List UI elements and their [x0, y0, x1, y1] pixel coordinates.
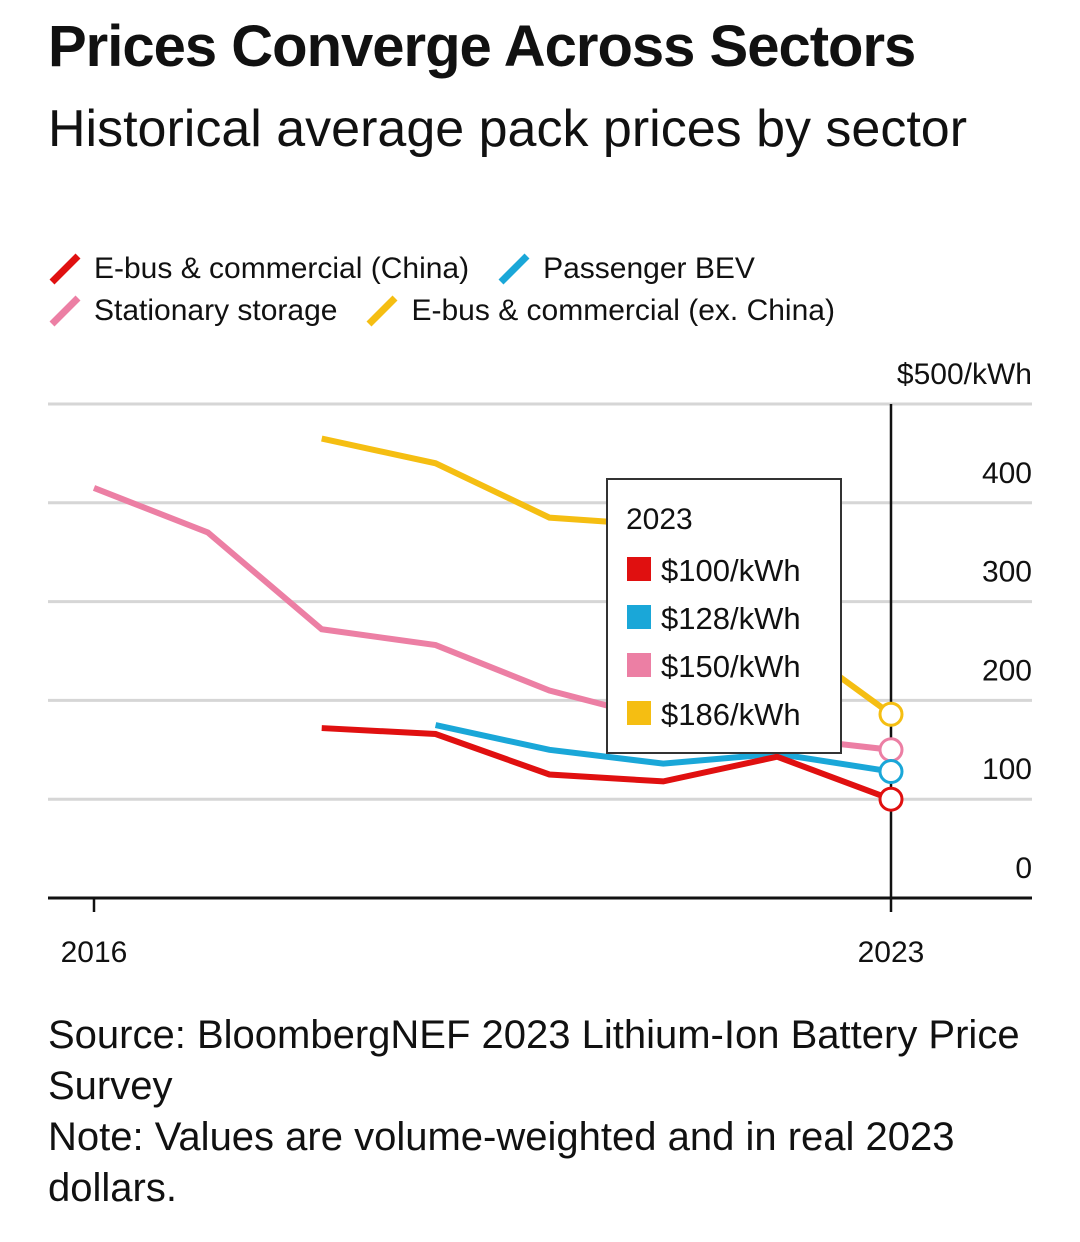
y-tick-label: $500/kWh [897, 358, 1032, 391]
legend-swatch-ebus-ex-china [367, 295, 398, 327]
x-tick-label: 2016 [61, 936, 128, 969]
legend-label-ebus-china: E-bus & commercial (China) [94, 252, 470, 285]
legend-label-ebus-ex-china: E-bus & commercial (ex. China) [411, 294, 835, 327]
tooltip-swatch [627, 701, 651, 725]
tooltip-value: $150/kWh [661, 649, 801, 684]
series-line [434, 722, 892, 775]
line-chart: 0 100 200 300 400 $500/kWh 2016 2023 2023 $100/kW… [48, 358, 1032, 969]
end-point-marker [878, 701, 904, 727]
y-tick-label: 0 [1015, 852, 1032, 885]
tooltip-value: $186/kWh [661, 697, 801, 732]
end-point-marker [878, 737, 904, 763]
legend-item-ebus-china: E-bus & commercial (China) [48, 252, 469, 286]
tooltip-swatch [627, 557, 651, 581]
y-tick-label: 100 [982, 753, 1032, 786]
tooltip-title: 2023 [626, 503, 693, 536]
tooltip-swatch [627, 605, 651, 629]
tooltip-swatch [627, 653, 651, 677]
chart-subtitle: Historical average pack prices by sector [48, 100, 968, 158]
series-line [321, 725, 893, 803]
y-tick-label: 400 [982, 457, 1032, 490]
source-note: Source: BloombergNEF 2023 Lithium-Ion Ba… [48, 1013, 1020, 1108]
legend-item-passenger-bev: Passenger BEV [497, 252, 755, 286]
legend: E-bus & commercial (China) Passenger BEV… [48, 248, 1048, 332]
legend-swatch-passenger-bev [498, 253, 530, 285]
legend-swatch-stationary-storage [49, 295, 81, 327]
tooltip-value: $128/kWh [661, 601, 801, 636]
x-tick-label: 2023 [858, 936, 925, 969]
legend-row: E-bus & commercial (China) Passenger BEV [48, 248, 1048, 290]
y-tick-label: 300 [982, 556, 1032, 589]
chart-title: Prices Converge Across Sectors [48, 14, 916, 79]
end-point-marker [878, 786, 904, 812]
end-point-marker [878, 759, 904, 785]
legend-item-ebus-ex-china: E-bus & commercial (ex. China) [365, 294, 835, 328]
methodology-note: Note: Values are volume-weighted and in … [48, 1115, 955, 1210]
legend-item-stationary-storage: Stationary storage [48, 294, 337, 328]
y-tick-label: 200 [982, 654, 1032, 687]
tooltip-value: $100/kWh [661, 553, 801, 588]
legend-swatch-ebus-china [49, 253, 81, 285]
legend-label-passenger-bev: Passenger BEV [543, 252, 755, 285]
legend-row: Stationary storage E-bus & commercial (e… [48, 290, 1048, 332]
footer: Source: BloombergNEF 2023 Lithium-Ion Ba… [48, 1010, 1048, 1214]
legend-label-stationary-storage: Stationary storage [94, 294, 338, 327]
